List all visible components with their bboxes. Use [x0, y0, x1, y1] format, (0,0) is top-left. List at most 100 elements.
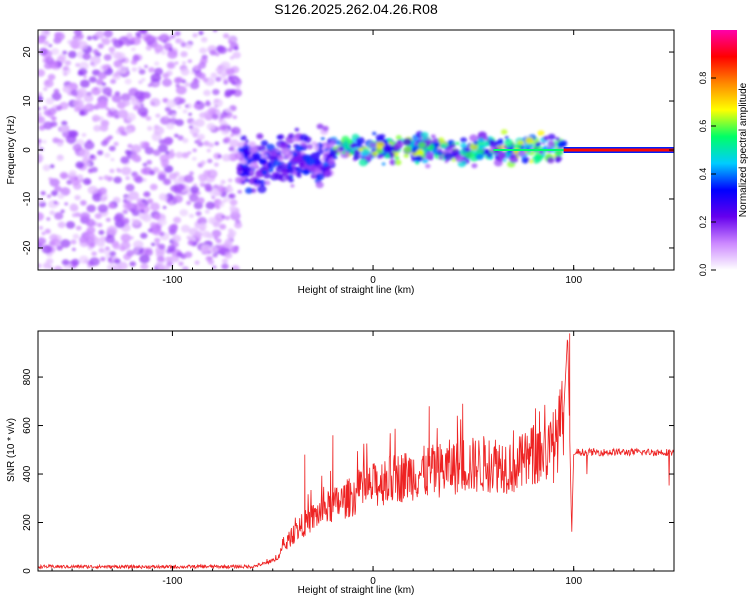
spectrogram-cell [230, 133, 235, 137]
spectrogram-cell [382, 144, 393, 153]
spectrogram-cell [185, 104, 189, 108]
spectrogram-cell [125, 128, 133, 134]
spectrogram-cell [110, 158, 115, 162]
spectrogram-cell [389, 159, 397, 166]
spectrogram-cell [97, 222, 103, 228]
spectrogram-cell [155, 113, 161, 118]
spectrogram-cell [184, 251, 193, 258]
spectrogram-cell [127, 143, 133, 149]
spectrogram-cell [275, 149, 280, 153]
spectrogram-cell [166, 261, 173, 267]
spectrogram-cell [38, 111, 42, 117]
spectrogram-cell [221, 72, 228, 77]
spectrogram-cell [262, 153, 269, 159]
spectrogram-cell [346, 139, 354, 145]
spectrogram-cell [555, 149, 563, 156]
spectrogram-cell [38, 263, 42, 269]
snr-x-axis-label: Height of straight line (km) [298, 585, 415, 596]
spectrogram-cell [170, 149, 174, 153]
spectrogram-cell [189, 81, 200, 90]
spectrogram-cell [287, 162, 293, 166]
spectrogram-cell [192, 33, 198, 38]
spectrogram-cell [422, 158, 429, 164]
spectrogram-cell [89, 257, 100, 266]
spectrogram-cell [95, 30, 105, 39]
spectrogram-cell [177, 105, 182, 109]
spectrogram-cell [142, 162, 148, 167]
spectrogram-cell [45, 97, 54, 105]
spectrogram-cell [288, 133, 295, 139]
spectrogram-cell [74, 195, 81, 201]
spectrogram-cell [225, 68, 235, 76]
spectrogram-cell [170, 34, 176, 39]
spectrogram-cell [163, 136, 174, 145]
spectrogram-cell [109, 251, 116, 257]
spectrogram-cell [219, 119, 227, 126]
spectrogram-cell [221, 263, 229, 270]
spectrogram-cell [212, 265, 217, 269]
spectrogram-cell [47, 194, 51, 198]
spectrogram-cell [471, 163, 478, 169]
spectrogram-cell [240, 135, 247, 141]
spectrogram-cell [51, 92, 62, 101]
spectrogram-cell [154, 81, 159, 86]
spectrogram-cell [209, 49, 217, 56]
spectrogram-cell [74, 106, 81, 113]
spectrogram-cell [267, 167, 274, 173]
spectrogram-cell [188, 125, 193, 129]
spectrogram-cell [223, 240, 233, 249]
spectrogram-cell [128, 191, 140, 201]
spectrogram-cell [189, 171, 194, 176]
snr-ticks: -100 0 100 0 200 400 600 800 [22, 331, 675, 587]
spectrogram-cell [455, 141, 460, 146]
spectrogram-cell [80, 200, 87, 206]
spectrogram-cell [57, 193, 65, 199]
spectrogram-cell [124, 78, 132, 85]
spectrogram-cell [135, 32, 141, 37]
spectrogram-cell [473, 140, 479, 145]
spectrogram-cell [249, 161, 258, 169]
spectrogram-cell [82, 178, 92, 185]
spectrogram-cell [53, 88, 60, 94]
spectrogram-cell [231, 126, 241, 135]
spectrogram-cell [476, 148, 485, 156]
spectrogram-cell [227, 228, 234, 233]
spectrogram-cell [133, 240, 144, 250]
spectrogram-cell [94, 87, 98, 91]
spectrogram-cell [120, 233, 131, 243]
spectrogram-cell [214, 141, 220, 146]
spectrogram-cell [206, 148, 211, 153]
spectrogram-cell [50, 121, 58, 127]
spectrogram-cell [489, 156, 494, 160]
spectrogram-cell [71, 179, 79, 186]
spectrogram-cell [415, 155, 423, 162]
spectrogram-cell [129, 261, 136, 267]
spectrogram-cell [500, 129, 508, 135]
spectrogram-cell [170, 185, 179, 192]
spectrogram-cell [152, 149, 161, 156]
spectrogram-cell [197, 133, 205, 141]
spectrogram-cell [156, 255, 165, 263]
spectrogram-cell [174, 61, 179, 65]
spectrogram-cell [44, 40, 49, 45]
spectrogram-cell [64, 202, 69, 206]
spectrogram-cell [230, 156, 236, 162]
spectrogram-cell [138, 80, 143, 85]
spectrogram-cell [78, 255, 89, 264]
spectrogram-cell [160, 50, 167, 55]
spectrogram-cell [55, 105, 63, 111]
spectrogram-cell [63, 72, 68, 76]
spectrogram-cell [355, 136, 365, 145]
spectrogram-cell [497, 150, 506, 158]
spectrogram-cell [153, 213, 161, 220]
spectrogram-cell [204, 101, 211, 107]
spectrogram-cell [231, 80, 237, 85]
spectrogram-cell [403, 145, 412, 154]
spectrogram-cell [368, 141, 377, 149]
spectrogram-cell [61, 120, 68, 126]
snr-frame [37, 330, 675, 572]
spectrogram-cell [322, 125, 329, 132]
spectrogram-y-tick-label: -20 [22, 240, 33, 255]
spectrogram-cell [149, 221, 157, 228]
